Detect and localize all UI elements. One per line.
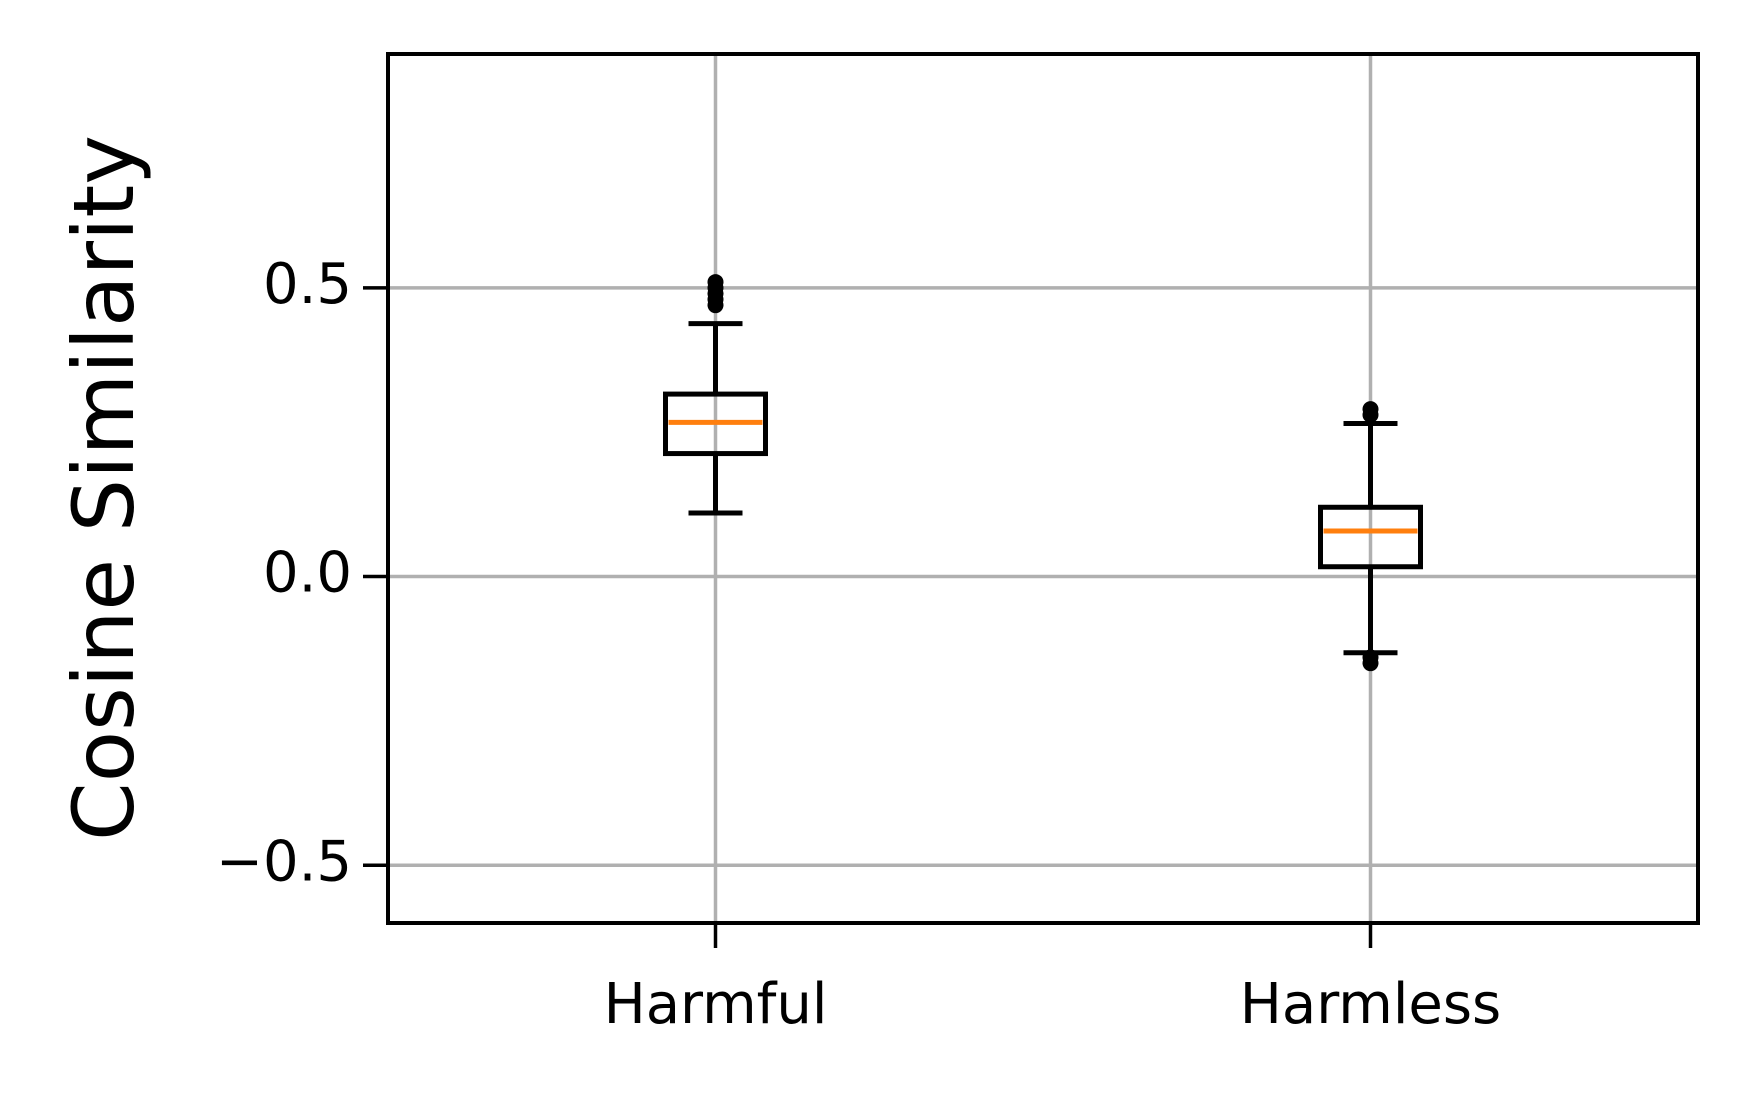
y-tick-label: 0.5 (263, 252, 352, 317)
flier (707, 274, 724, 291)
y-tick-label: 0.0 (263, 541, 352, 606)
flier (1362, 655, 1379, 672)
y-tick-label: −0.5 (216, 829, 352, 894)
y-axis-label: Cosine Similarity (55, 135, 153, 841)
flier (1362, 401, 1379, 418)
x-tick-label: Harmful (604, 972, 828, 1037)
box (1318, 504, 1423, 570)
box (663, 391, 768, 457)
x-tick-label: Harmless (1240, 972, 1501, 1037)
plot-frame (386, 52, 1700, 925)
